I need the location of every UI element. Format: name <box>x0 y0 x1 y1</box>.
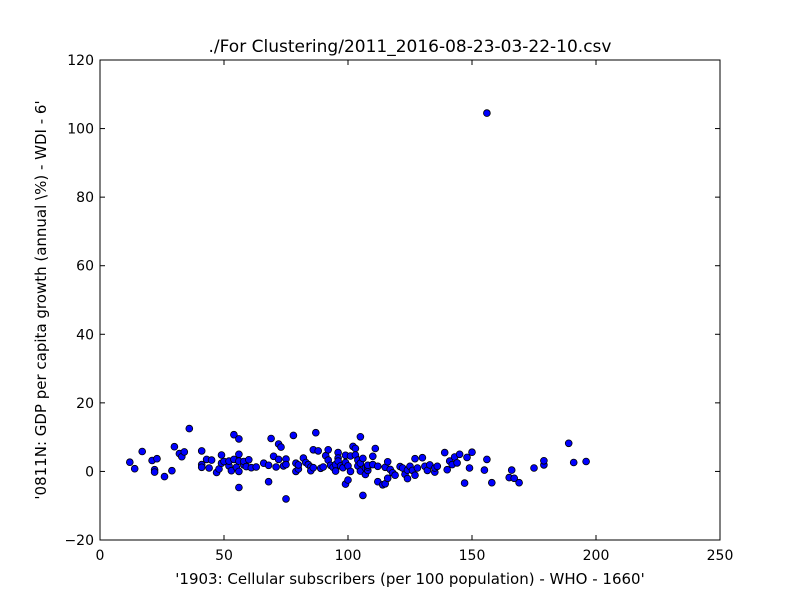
data-point <box>309 463 318 472</box>
data-point <box>515 478 523 487</box>
data-point <box>235 450 243 459</box>
data-point <box>277 443 285 451</box>
data-point <box>311 428 320 437</box>
data-point <box>465 464 474 472</box>
data-point <box>168 466 176 475</box>
data-point <box>180 448 189 456</box>
data-point <box>344 476 352 484</box>
data-point <box>373 462 382 471</box>
data-point <box>235 483 243 492</box>
y-tick-label: 20 <box>76 396 94 412</box>
y-tick-label: 100 <box>67 122 94 138</box>
data-point <box>197 463 206 472</box>
data-point <box>207 456 216 464</box>
data-point <box>383 474 392 483</box>
data-point <box>483 455 491 464</box>
data-point <box>314 447 323 455</box>
y-tick-label: −20 <box>64 533 94 549</box>
data-point <box>294 461 303 469</box>
data-point <box>346 467 355 476</box>
data-point <box>510 474 519 483</box>
x-axis-label: '1903: Cellular subscribers (per 100 pop… <box>175 570 644 588</box>
data-point <box>264 461 273 470</box>
data-point <box>235 467 243 476</box>
data-point <box>540 456 548 465</box>
data-point <box>455 450 464 459</box>
data-point <box>282 460 290 469</box>
data-point <box>507 466 516 474</box>
y-axis-label: '0811N: GDP per capita growth (annual \%… <box>32 100 50 499</box>
data-point <box>443 465 452 474</box>
data-point <box>468 448 476 457</box>
data-point <box>480 466 489 474</box>
data-point <box>331 467 340 475</box>
data-point <box>150 468 159 476</box>
points-layer <box>126 109 590 503</box>
data-point <box>582 457 590 466</box>
data-point <box>274 455 283 464</box>
y-tick-label: 80 <box>76 190 94 206</box>
data-point <box>359 454 367 463</box>
data-point <box>230 430 238 439</box>
data-point <box>564 439 573 448</box>
data-point <box>403 474 412 483</box>
x-tick-label: 50 <box>215 548 233 564</box>
data-point <box>356 432 365 441</box>
data-point <box>413 464 422 472</box>
x-tick-label: 150 <box>459 548 486 564</box>
data-point <box>217 451 226 459</box>
data-point <box>170 442 179 451</box>
y-tick-label: 40 <box>76 327 94 343</box>
data-point <box>160 472 169 481</box>
data-point <box>351 444 360 453</box>
data-point <box>245 455 253 464</box>
data-point <box>272 463 280 471</box>
data-point <box>460 479 469 487</box>
chart-title: ./For Clustering/2011_2016-08-23-03-22-1… <box>209 37 612 57</box>
data-point <box>418 453 427 462</box>
data-point <box>371 444 380 453</box>
data-point <box>383 457 392 466</box>
data-point <box>282 495 290 503</box>
y-tick-label: 0 <box>85 464 94 480</box>
data-point <box>411 471 419 480</box>
data-point <box>433 462 442 471</box>
data-point <box>252 463 261 471</box>
data-point <box>411 454 419 463</box>
data-point <box>319 463 328 471</box>
data-point <box>483 109 491 117</box>
data-point <box>197 447 206 455</box>
data-point <box>289 431 298 440</box>
data-point <box>267 434 275 443</box>
data-point <box>264 477 273 486</box>
data-point <box>487 478 496 487</box>
data-point <box>530 464 538 472</box>
data-point <box>138 447 147 456</box>
data-point <box>130 464 139 473</box>
data-point <box>569 458 578 467</box>
data-point <box>368 452 377 461</box>
x-tick-label: 100 <box>335 548 362 564</box>
plot-frame <box>99 59 721 541</box>
data-point <box>205 464 213 472</box>
data-point <box>126 458 134 467</box>
data-point <box>235 435 243 443</box>
data-point <box>440 448 449 457</box>
data-point <box>153 454 161 463</box>
data-point <box>463 453 471 462</box>
data-point <box>391 471 399 480</box>
x-tick-label: 250 <box>707 548 734 564</box>
x-tick-label: 0 <box>96 548 105 564</box>
y-tick-label: 60 <box>76 259 94 275</box>
data-point <box>453 459 461 467</box>
data-point <box>324 445 333 454</box>
data-point <box>185 424 194 433</box>
y-tick-label: 120 <box>67 53 94 69</box>
data-point <box>359 491 367 500</box>
x-tick-label: 200 <box>583 548 610 564</box>
